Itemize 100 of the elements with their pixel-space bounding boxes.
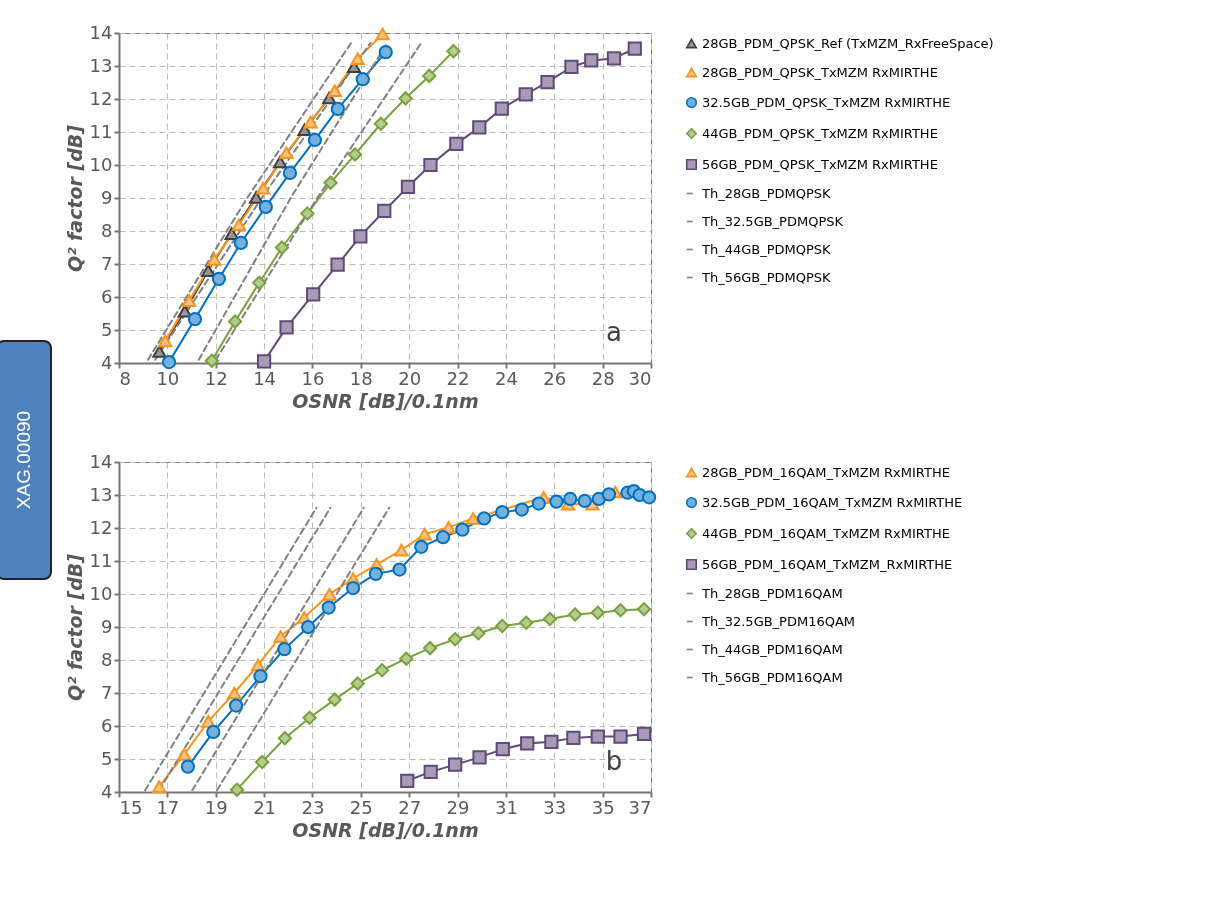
annotation: b — [605, 746, 623, 776]
point — [228, 698, 244, 713]
point — [161, 354, 177, 370]
y-tick-label: 5 — [101, 747, 113, 769]
point — [322, 588, 337, 601]
point — [494, 101, 509, 116]
point — [544, 734, 559, 749]
x-tick-label: 25 — [349, 796, 373, 818]
point — [613, 603, 628, 618]
y-axis-title: Q² factor [dB] — [63, 124, 86, 273]
y-tick-label: 12 — [89, 87, 113, 109]
legend-label: Th_56GB_PDM16QAM — [701, 669, 843, 685]
point — [472, 750, 487, 765]
point — [180, 759, 196, 774]
point — [400, 773, 415, 788]
point — [330, 101, 345, 117]
point — [584, 53, 599, 68]
legend-label: Th_32.5GB_PDM16QAM — [701, 613, 856, 629]
point — [590, 605, 605, 620]
x-axis-title: OSNR [dB]/0.1nm — [292, 818, 479, 841]
y-axis-title: Q² factor [dB] — [63, 553, 86, 702]
point — [282, 165, 298, 181]
y-tick-label: 8 — [101, 219, 113, 241]
point — [321, 600, 336, 615]
point — [204, 353, 219, 368]
point — [636, 726, 652, 742]
point — [227, 314, 243, 329]
point — [394, 543, 409, 557]
point — [540, 75, 555, 90]
y-tick-label: 6 — [101, 285, 113, 307]
x-tick-label: 14 — [253, 367, 277, 389]
point — [158, 334, 173, 348]
point — [577, 493, 592, 509]
point — [272, 155, 288, 169]
y-tick-label: 11 — [89, 549, 113, 571]
point — [591, 491, 606, 507]
point — [400, 179, 416, 194]
y-tick-label: 5 — [101, 318, 113, 340]
legend-label: 28GB_PDM_16QAM_TxMZM RxMIRTHE — [702, 464, 950, 480]
point — [258, 199, 273, 215]
y-tick-label: 9 — [101, 186, 113, 208]
point — [378, 45, 393, 60]
point — [566, 730, 581, 745]
point — [227, 686, 242, 700]
point — [256, 354, 272, 369]
legend-label: 44GB_PDM_16QAM_TxMZM RxMIRTHE — [702, 525, 950, 541]
point — [455, 522, 470, 537]
point — [255, 754, 270, 770]
point — [519, 615, 534, 630]
point — [273, 630, 288, 643]
point — [211, 271, 226, 286]
point — [248, 191, 264, 204]
point — [229, 782, 245, 797]
annotation: a — [606, 317, 622, 347]
point — [542, 611, 558, 627]
point — [435, 530, 451, 545]
point — [423, 157, 438, 173]
point — [252, 275, 267, 290]
point — [330, 257, 345, 272]
point — [152, 780, 167, 794]
point — [531, 496, 546, 511]
x-tick-label: 20 — [398, 367, 422, 389]
legend-label: 32.5GB_PDM_16QAM_TxMZM RxMIRTHE — [702, 494, 963, 510]
x-tick-label: 12 — [204, 367, 228, 389]
point — [206, 724, 221, 740]
x-tick-label: 19 — [204, 796, 228, 818]
point — [567, 607, 583, 622]
legend-label: 44GB_PDM_QPSK_TxMZM RxMIRTHE — [702, 125, 938, 141]
point — [152, 345, 167, 358]
point — [398, 91, 413, 106]
point — [448, 632, 463, 647]
point — [279, 146, 294, 160]
point — [279, 320, 294, 335]
x-tick-label: 33 — [543, 796, 567, 818]
point — [353, 229, 368, 244]
point — [495, 505, 510, 520]
point — [495, 741, 510, 757]
x-tick-label: 35 — [591, 796, 615, 818]
point — [417, 527, 432, 541]
y-tick-label: 13 — [89, 54, 113, 76]
point — [187, 312, 203, 327]
point — [590, 729, 605, 744]
legend-label: 56GB_PDM_QPSK_TxMZM RxMIRTHE — [702, 156, 938, 172]
point — [350, 52, 365, 66]
point — [471, 626, 486, 641]
point — [350, 676, 365, 691]
y-tick-label: 11 — [89, 120, 113, 142]
point — [355, 72, 370, 87]
point — [323, 175, 338, 190]
point — [477, 511, 492, 526]
point — [465, 512, 481, 525]
point — [182, 294, 197, 307]
point — [377, 203, 392, 218]
point — [399, 651, 414, 666]
y-tick-label: 7 — [101, 252, 113, 274]
x-tick-label: 23 — [301, 796, 325, 818]
x-tick-label: 8 — [119, 367, 131, 389]
x-tick-label: 28 — [591, 367, 615, 389]
point — [207, 253, 222, 266]
legend-label: Th_32.5GB_PDMQPSK — [701, 213, 844, 229]
